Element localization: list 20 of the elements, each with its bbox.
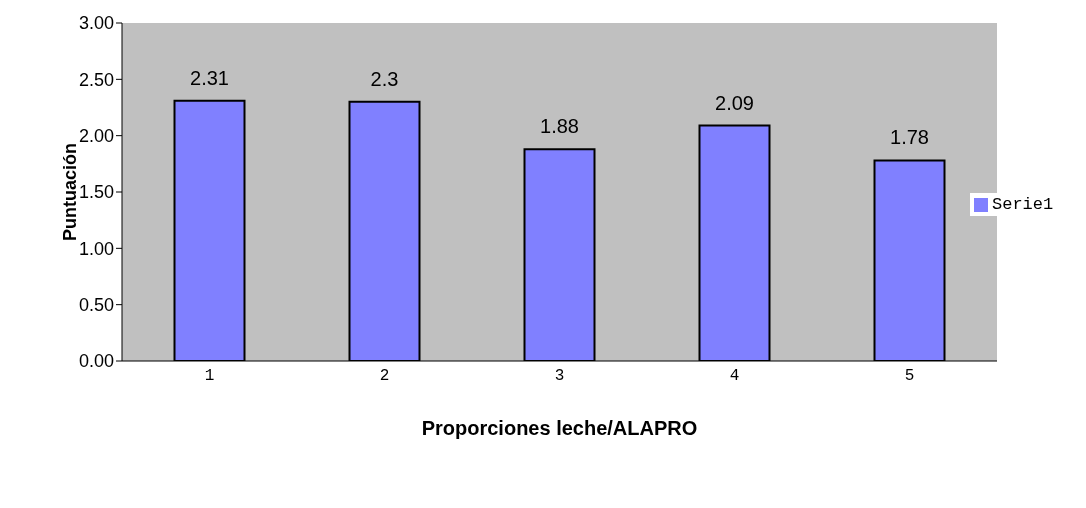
y-tick-label: 0.00 — [78, 351, 114, 372]
y-tick-label: 1.50 — [78, 182, 114, 203]
x-tick-label: 1 — [204, 367, 215, 386]
y-tick-label: 0.50 — [78, 295, 114, 316]
x-tick-label: 2 — [379, 367, 390, 386]
x-tick-label: 4 — [729, 367, 740, 386]
x-tick-label: 3 — [554, 367, 565, 386]
data-label: 1.78 — [890, 126, 929, 149]
legend-label: Serie1 — [992, 195, 1054, 214]
y-tick-label: 1.00 — [78, 238, 114, 259]
data-label: 2.31 — [190, 66, 229, 89]
y-tick-label: 2.50 — [78, 69, 114, 90]
x-axis-title: Proporciones leche/ALAPRO — [421, 417, 698, 440]
y-tick-label: 3.00 — [78, 13, 114, 34]
x-tick-label: 5 — [904, 367, 915, 386]
data-label: 2.3 — [370, 67, 399, 90]
y-tick-label: 2.00 — [78, 126, 114, 147]
y-axis-title: Puntuación — [60, 143, 81, 241]
data-label: 2.09 — [715, 91, 754, 114]
data-label: 1.88 — [540, 115, 579, 138]
